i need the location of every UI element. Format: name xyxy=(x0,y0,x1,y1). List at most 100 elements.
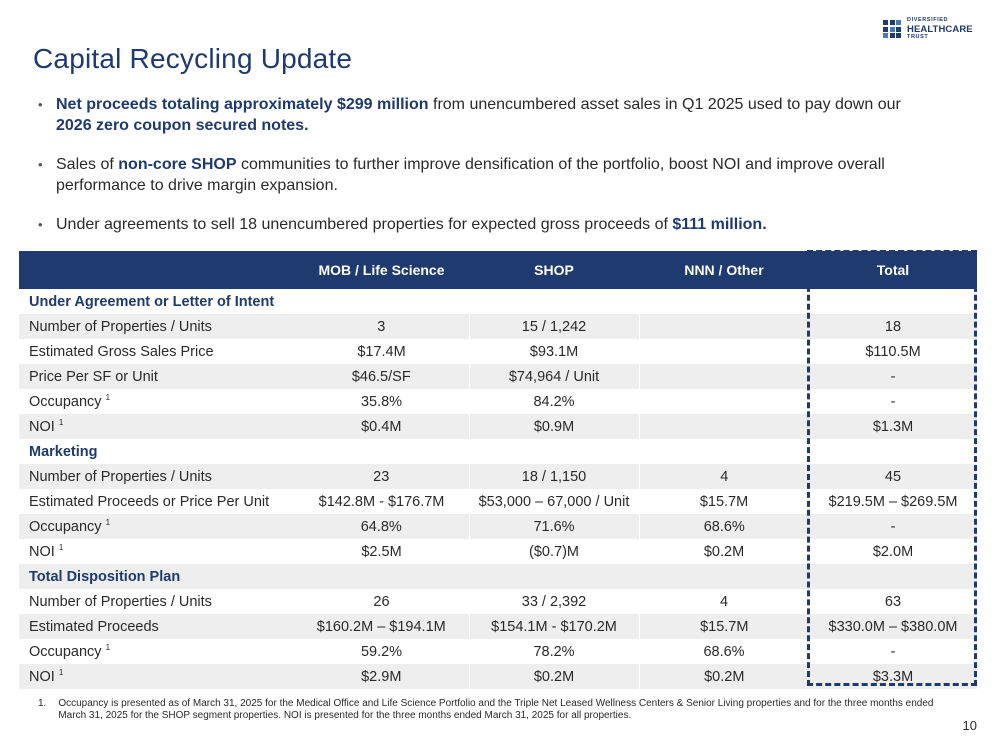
cell-shop: 15 / 1,242 xyxy=(468,314,640,339)
bullet-item: Net proceeds totaling approximately $299… xyxy=(38,94,918,136)
cell-total: 63 xyxy=(884,593,902,610)
cell-mob: $160.2M – $194.1M xyxy=(294,614,469,639)
page-title: Capital Recycling Update xyxy=(33,43,353,74)
cell-shop: 18 / 1,150 xyxy=(468,464,640,489)
row-label: Number of Properties / Units xyxy=(29,593,212,610)
cell-shop: $53,000 – 67,000 / Unit xyxy=(478,493,630,510)
section-title: Under Agreement or Letter of Intent xyxy=(29,293,275,310)
row-label: Price Per SF or Unit xyxy=(19,364,294,389)
table-row: Occupancy 1 59.2% 78.2% 68.6% - xyxy=(19,639,977,664)
row-label: NOI 1 xyxy=(29,542,64,560)
disposition-table-container: MOB / Life Science SHOP NNN / Other Tota… xyxy=(19,251,979,689)
cell-shop: $154.1M - $170.2M xyxy=(468,614,640,639)
cell-total: $110.5M xyxy=(865,343,921,360)
section-header-row: Under Agreement or Letter of Intent xyxy=(19,289,977,314)
row-label: Occupancy 1 xyxy=(19,514,294,539)
cell-mob: $46.5/SF xyxy=(294,364,469,389)
cell-nnn: 4 xyxy=(719,593,729,610)
cell-total: - xyxy=(890,393,896,410)
table-row: Number of Properties / Units 23 18 / 1,150… xyxy=(19,464,977,489)
row-label: NOI 1 xyxy=(19,414,294,439)
cell-nnn xyxy=(639,339,809,364)
cell-nnn xyxy=(639,389,809,414)
section-header-row: Total Disposition Plan xyxy=(19,564,977,589)
table-row: NOI 1 $2.5M ($0.7)M $0.2M $2.0M xyxy=(19,539,977,564)
logo-text: DIVERSIFIED HEALTHCARE TRUST xyxy=(907,17,973,41)
cell-shop: 78.2% xyxy=(533,643,575,660)
bullet-item: Under agreements to sell 18 unencumbered… xyxy=(38,214,918,235)
footnote-ref: 1 xyxy=(105,392,111,402)
footnote-text: Occupancy is presented as of March 31, 2… xyxy=(58,698,934,721)
bullet-item: Sales of non-core SHOP communities to fu… xyxy=(38,154,918,196)
cell-nnn: 68.6% xyxy=(703,643,745,660)
row-label: Number of Properties / Units xyxy=(19,314,294,339)
cell-nnn: $15.7M xyxy=(639,614,809,639)
cell-nnn: 68.6% xyxy=(639,514,809,539)
cell-total: - xyxy=(809,514,977,539)
cell-total: $330.0M – $380.0M xyxy=(809,614,977,639)
footnote-ref: 1 xyxy=(58,667,64,677)
cell-total: - xyxy=(890,643,896,660)
footnote-ref: 1 xyxy=(58,417,64,427)
row-label: Occupancy 1 xyxy=(29,392,111,410)
table-row: Number of Properties / Units 3 15 / 1,242 1… xyxy=(19,314,977,339)
logo-line-1: DIVERSIFIED xyxy=(907,17,949,23)
table-row: Number of Properties / Units 26 33 / 2,392… xyxy=(19,589,977,614)
empty-cell xyxy=(469,439,639,464)
footnote-ref: 1 xyxy=(105,517,111,527)
empty-cell xyxy=(294,289,469,314)
cell-mob: 59.2% xyxy=(360,643,403,660)
empty-cell xyxy=(639,564,809,589)
cell-mob: 23 xyxy=(294,464,469,489)
cell-shop: $0.9M xyxy=(468,414,640,439)
cell-nnn: $15.7M xyxy=(699,493,749,510)
table-row: Occupancy 1 35.8% 84.2% - xyxy=(19,389,977,414)
header-total: Total xyxy=(809,251,977,289)
row-label: Estimated Proceeds or Price Per Unit xyxy=(29,493,270,510)
cell-total: 18 xyxy=(809,314,977,339)
cell-mob: $2.9M xyxy=(294,664,469,689)
cell-total: $1.3M xyxy=(809,414,977,439)
cell-mob: $142.8M - $176.7M xyxy=(318,493,445,510)
cell-mob: 35.8% xyxy=(360,393,403,410)
empty-cell xyxy=(469,564,639,589)
cell-shop: 84.2% xyxy=(533,393,575,410)
header-mob: MOB / Life Science xyxy=(294,251,469,289)
page-number: 10 xyxy=(962,718,977,733)
table-header-row: MOB / Life Science SHOP NNN / Other Tota… xyxy=(19,251,977,289)
table-body: Under Agreement or Letter of Intent Numbe… xyxy=(19,289,977,689)
row-label: Estimated Proceeds xyxy=(19,614,294,639)
cell-shop: $74,964 / Unit xyxy=(468,364,640,389)
bullet-list: Net proceeds totaling approximately $299… xyxy=(38,94,918,235)
cell-total: - xyxy=(809,364,977,389)
header-nnn: NNN / Other xyxy=(639,251,809,289)
table-row: Occupancy 1 64.8% 71.6% 68.6% - xyxy=(19,514,977,539)
cell-nnn xyxy=(639,364,809,389)
cell-total: $3.3M xyxy=(809,664,977,689)
cell-mob: $17.4M xyxy=(357,343,406,360)
footnote-number: 1. xyxy=(38,698,47,709)
empty-cell xyxy=(639,439,809,464)
cell-mob: 3 xyxy=(294,314,469,339)
section-title: Marketing xyxy=(29,443,98,460)
cell-mob: 64.8% xyxy=(294,514,469,539)
empty-cell xyxy=(294,439,469,464)
empty-cell xyxy=(294,564,469,589)
cell-shop: 33 / 2,392 xyxy=(521,593,587,610)
cell-total: $219.5M – $269.5M xyxy=(828,493,958,510)
cell-shop: ($0.7)M xyxy=(529,543,579,560)
header-label xyxy=(19,251,294,289)
header-shop: SHOP xyxy=(469,251,639,289)
cell-shop: $0.2M xyxy=(468,664,640,689)
table-row: NOI 1 $2.9M $0.2M $0.2M $3.3M xyxy=(19,664,977,689)
footnote-ref: 1 xyxy=(105,642,111,652)
cell-nnn: $0.2M xyxy=(703,543,745,560)
cell-mob: $2.5M xyxy=(361,543,402,560)
logo-line-3: TRUST xyxy=(907,34,929,40)
section-title: Total Disposition Plan xyxy=(19,564,294,589)
footnote: 1. Occupancy is presented as of March 31… xyxy=(38,698,938,722)
cell-nnn xyxy=(639,414,809,439)
cell-total: 45 xyxy=(809,464,977,489)
empty-cell xyxy=(809,289,977,314)
table-row: Estimated Proceeds or Price Per Unit $142… xyxy=(19,489,977,514)
